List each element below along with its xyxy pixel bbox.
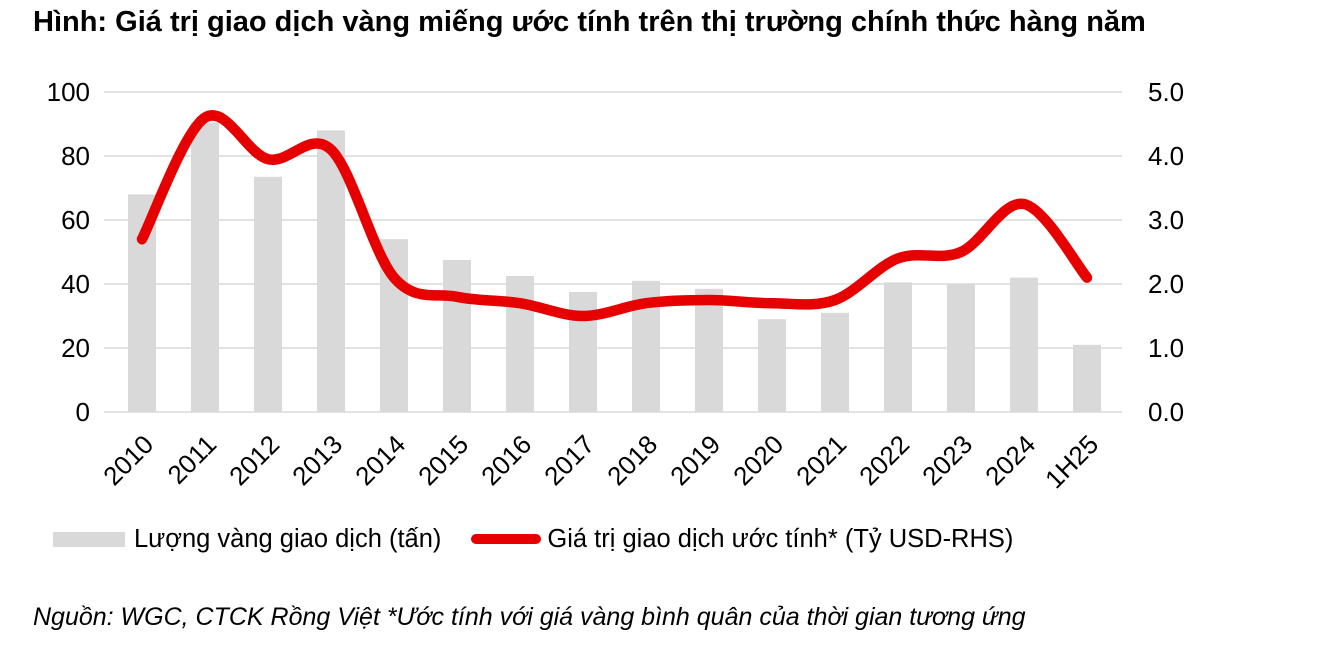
x-axis-label-2024: 2024 — [979, 429, 1041, 491]
left-axis-tick: 80 — [61, 141, 90, 171]
bar-2020 — [758, 319, 786, 412]
right-axis-tick: 2.0 — [1148, 269, 1184, 299]
bar-2024 — [1010, 277, 1038, 412]
right-axis-tick: 4.0 — [1148, 141, 1184, 171]
left-axis-tick: 60 — [61, 205, 90, 235]
left-axis-tick: 100 — [47, 77, 90, 107]
legend-label-volume: Lượng vàng giao dịch (tấn) — [134, 524, 442, 553]
x-axis-label-2018: 2018 — [601, 429, 663, 491]
bar-2022 — [884, 282, 912, 412]
bar-2019 — [695, 288, 723, 412]
right-axis-tick: 3.0 — [1148, 205, 1184, 235]
right-axis-tick: 1.0 — [1148, 333, 1184, 363]
bar-1H25 — [1073, 344, 1101, 412]
x-axis-label-2021: 2021 — [790, 429, 852, 491]
x-axis-label-2022: 2022 — [853, 429, 915, 491]
bar-2016 — [506, 276, 534, 412]
right-axis-tick: 5.0 — [1148, 77, 1184, 107]
chart-title: Hình: Giá trị giao dịch vàng miếng ước t… — [33, 6, 1146, 38]
left-axis-tick: 0 — [76, 397, 90, 427]
x-axis-label-2013: 2013 — [286, 429, 348, 491]
x-axis-label-1H25: 1H25 — [1039, 429, 1104, 494]
x-axis-label-2014: 2014 — [349, 429, 411, 491]
bar-2012 — [254, 176, 282, 412]
x-axis-label-2016: 2016 — [475, 429, 537, 491]
x-axis-label-2017: 2017 — [538, 429, 600, 491]
bar-2013 — [317, 130, 345, 412]
value-line — [136, 110, 1093, 322]
legend-label-value: Giá trị giao dịch ước tính* (Tỷ USD-RHS) — [547, 524, 1014, 553]
x-axis-label-2015: 2015 — [412, 429, 474, 491]
source-note: Nguồn: WGC, CTCK Rồng Việt *Ước tính với… — [33, 603, 1026, 631]
legend-item-volume: Lượng vàng giao dịch (tấn) — [53, 525, 441, 554]
bar-2021 — [821, 312, 849, 412]
x-axis-label-2011: 2011 — [161, 429, 222, 490]
x-axis-label-2012: 2012 — [223, 429, 285, 491]
bar-series-swatch — [53, 531, 125, 547]
x-axis-label-2010: 2010 — [97, 429, 159, 491]
bar-2023 — [947, 284, 975, 412]
x-axis-label-2019: 2019 — [664, 429, 726, 491]
line-series-swatch — [471, 534, 542, 544]
left-axis-tick: 20 — [61, 333, 90, 363]
chart-legend: Lượng vàng giao dịch (tấn) Giá trị giao … — [53, 518, 1013, 560]
legend-item-value: Giá trị giao dịch ước tính* (Tỷ USD-RHS) — [471, 525, 1013, 554]
x-axis-label-2020: 2020 — [727, 429, 789, 491]
bar-2015 — [443, 260, 471, 412]
x-axis-label-2023: 2023 — [916, 429, 978, 491]
bar-2011 — [191, 122, 219, 413]
right-axis-tick: 0.0 — [1148, 397, 1184, 427]
left-axis-tick: 40 — [61, 269, 90, 299]
